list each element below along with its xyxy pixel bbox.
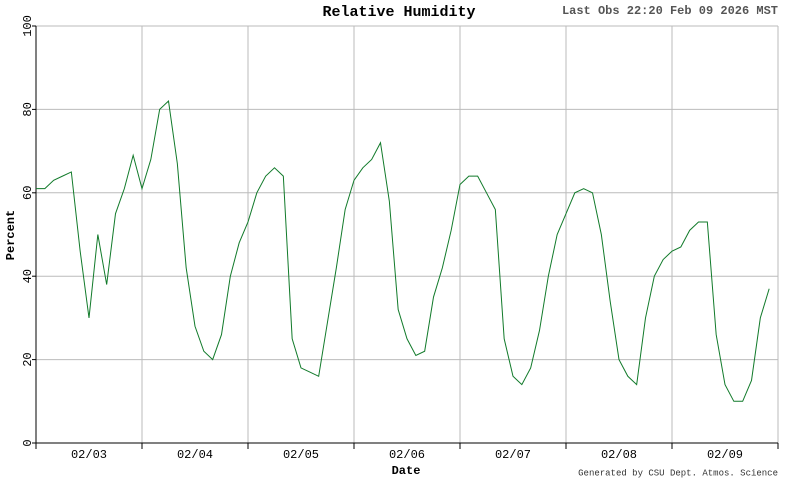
x-tick-label: 02/05 xyxy=(283,448,319,462)
y-tick-label: 0 xyxy=(21,439,35,446)
x-tick-label: 02/03 xyxy=(71,448,107,462)
y-axis-label: Percent xyxy=(4,210,18,260)
x-axis-label: Date xyxy=(392,464,421,478)
x-tick-label: 02/09 xyxy=(707,448,743,462)
y-tick-label: 20 xyxy=(21,352,35,366)
x-tick-label: 02/06 xyxy=(389,448,425,462)
x-tick-label: 02/04 xyxy=(177,448,213,462)
y-tick-label: 100 xyxy=(21,15,35,37)
last-obs: Last Obs 22:20 Feb 09 2026 MST xyxy=(562,4,778,18)
chart-title: Relative Humidity xyxy=(322,4,475,21)
humidity-line xyxy=(36,100,770,402)
x-tick-label: 02/08 xyxy=(601,448,637,462)
footer: Generated by CSU Dept. Atmos. Science xyxy=(578,468,778,478)
y-tick-label: 80 xyxy=(21,102,35,116)
x-tick-label: 02/07 xyxy=(495,448,531,462)
y-tick-label: 60 xyxy=(21,186,35,200)
y-tick-label: 40 xyxy=(21,269,35,283)
